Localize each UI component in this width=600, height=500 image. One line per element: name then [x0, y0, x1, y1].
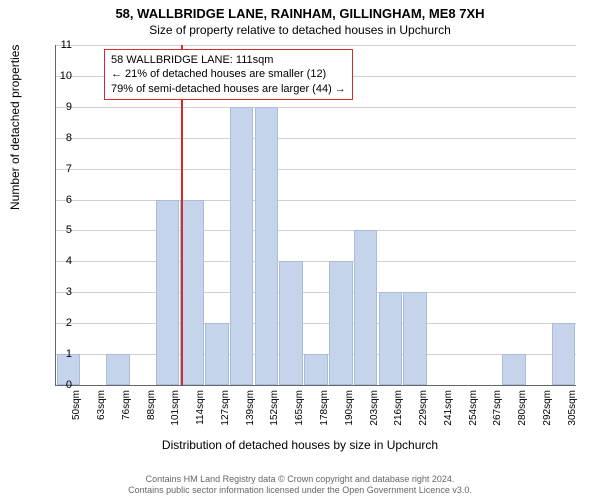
- xtick-label: 139sqm: [245, 390, 256, 426]
- xtick-label: 305sqm: [567, 390, 578, 426]
- xtick-label: 63sqm: [96, 390, 107, 420]
- xtick-label: 216sqm: [393, 390, 404, 426]
- annotation-line: 79% of semi-detached houses are larger (…: [111, 82, 346, 96]
- xtick-label: 127sqm: [220, 390, 231, 426]
- xtick-label: 88sqm: [146, 390, 157, 420]
- xtick-label: 50sqm: [71, 390, 82, 420]
- histogram-bar: [354, 230, 378, 385]
- xtick-label: 101sqm: [170, 390, 181, 426]
- xtick-label: 267sqm: [492, 390, 503, 426]
- histogram-bar: [379, 292, 403, 385]
- xtick-label: 190sqm: [344, 390, 355, 426]
- ytick-label: 1: [52, 348, 72, 360]
- ytick-label: 0: [52, 379, 72, 391]
- y-axis-label: Number of detached properties: [8, 45, 22, 210]
- xtick-label: 165sqm: [294, 390, 305, 426]
- footer-line-2: Contains public sector information licen…: [0, 485, 600, 496]
- annotation-line: 58 WALLBRIDGE LANE: 111sqm: [111, 53, 346, 67]
- ytick-label: 10: [52, 70, 72, 82]
- ytick-label: 6: [52, 194, 72, 206]
- footer-attribution: Contains HM Land Registry data © Crown c…: [0, 474, 600, 496]
- histogram-bar: [255, 107, 279, 385]
- histogram-bar: [502, 354, 526, 385]
- plot-area: 58 WALLBRIDGE LANE: 111sqm← 21% of detac…: [55, 45, 576, 386]
- annotation-box: 58 WALLBRIDGE LANE: 111sqm← 21% of detac…: [104, 49, 353, 100]
- xtick-label: 241sqm: [443, 390, 454, 426]
- gridline: [56, 323, 576, 324]
- xtick-label: 280sqm: [517, 390, 528, 426]
- ytick-label: 3: [52, 286, 72, 298]
- x-axis-label: Distribution of detached houses by size …: [0, 438, 600, 452]
- histogram-bar: [279, 261, 303, 385]
- histogram-bar: [230, 107, 254, 385]
- histogram-bar: [156, 200, 180, 385]
- xtick-label: 76sqm: [121, 390, 132, 420]
- xtick-label: 254sqm: [468, 390, 479, 426]
- histogram-bar: [106, 354, 130, 385]
- gridline: [56, 200, 576, 201]
- ytick-label: 2: [52, 317, 72, 329]
- ytick-label: 9: [52, 101, 72, 113]
- xtick-label: 229sqm: [418, 390, 429, 426]
- histogram-bar: [205, 323, 229, 385]
- gridline: [56, 45, 576, 46]
- footer-line-1: Contains HM Land Registry data © Crown c…: [0, 474, 600, 485]
- xtick-label: 114sqm: [195, 390, 206, 425]
- ytick-label: 11: [52, 39, 72, 51]
- chart-title-1: 58, WALLBRIDGE LANE, RAINHAM, GILLINGHAM…: [0, 0, 600, 21]
- gridline: [56, 107, 576, 108]
- histogram-bar: [329, 261, 353, 385]
- chart-title-2: Size of property relative to detached ho…: [0, 21, 600, 37]
- xtick-label: 178sqm: [319, 390, 330, 426]
- histogram-bar: [403, 292, 427, 385]
- ytick-label: 5: [52, 224, 72, 236]
- ytick-label: 8: [52, 132, 72, 144]
- ytick-label: 7: [52, 163, 72, 175]
- histogram-bar: [304, 354, 328, 385]
- histogram-bar: [180, 200, 204, 385]
- xtick-label: 292sqm: [542, 390, 553, 426]
- gridline: [56, 230, 576, 231]
- annotation-line: ← 21% of detached houses are smaller (12…: [111, 67, 346, 81]
- xtick-label: 152sqm: [269, 390, 280, 426]
- gridline: [56, 138, 576, 139]
- xtick-label: 203sqm: [369, 390, 380, 426]
- ytick-label: 4: [52, 255, 72, 267]
- gridline: [56, 169, 576, 170]
- histogram-bar: [552, 323, 576, 385]
- gridline: [56, 292, 576, 293]
- gridline: [56, 261, 576, 262]
